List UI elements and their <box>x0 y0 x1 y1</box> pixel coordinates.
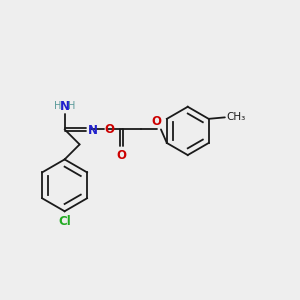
Text: H: H <box>68 101 75 112</box>
Text: H: H <box>54 101 62 112</box>
Text: O: O <box>117 149 127 162</box>
Text: O: O <box>104 123 114 136</box>
Text: N: N <box>88 124 98 137</box>
Text: O: O <box>152 115 162 128</box>
Text: CH₃: CH₃ <box>226 112 245 122</box>
Text: Cl: Cl <box>58 215 71 228</box>
Text: N: N <box>60 100 70 113</box>
